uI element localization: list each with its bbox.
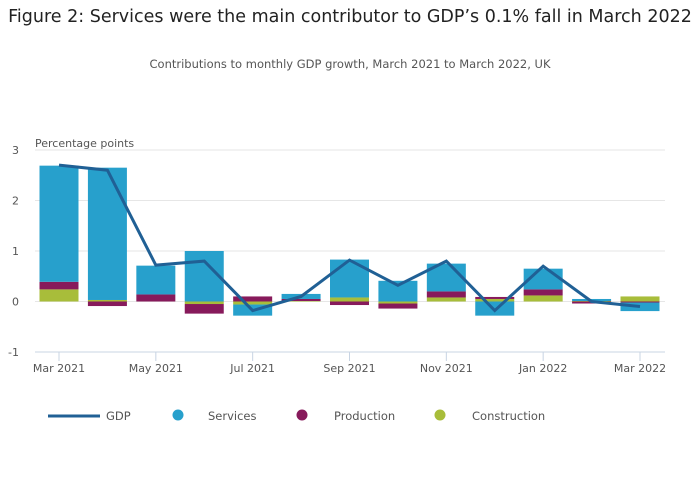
x-tick-label: Jul 2021 — [229, 362, 275, 375]
bar-construction — [39, 289, 79, 302]
legend-item-gdp: GDP — [48, 409, 131, 423]
y-axis-ticks: -1 0 1 2 3 — [8, 144, 19, 359]
bar-production — [233, 296, 273, 302]
bar-construction — [184, 301, 224, 305]
bar-services — [39, 165, 79, 282]
x-tick-label: Jan 2022 — [518, 362, 567, 375]
bar-construction — [281, 300, 321, 302]
bar-production — [87, 301, 127, 307]
x-tick-label: Sep 2021 — [323, 362, 375, 375]
legend-circle-icon — [172, 409, 184, 421]
chart-title: Figure 2: Services were the main contrib… — [8, 7, 692, 27]
bar-construction — [523, 295, 563, 302]
bar-services — [136, 265, 176, 295]
legend-label: GDP — [106, 409, 131, 423]
bar-production — [136, 294, 176, 302]
legend-item-services: Services — [172, 409, 257, 423]
legend-item-construction: Construction — [434, 409, 545, 423]
gdp-line-group — [58, 163, 641, 313]
x-axis: Mar 2021 May 2021 Jul 2021 Sep 2021 Nov 2021… — [33, 351, 666, 375]
bar-construction — [426, 297, 466, 302]
y-tick-label: 3 — [12, 144, 19, 157]
x-tick-label: May 2021 — [129, 362, 183, 375]
bar-services — [620, 302, 660, 312]
bar-production — [281, 298, 321, 301]
bar-production — [523, 289, 563, 296]
bar-construction — [330, 297, 369, 302]
y-tick-label: -1 — [8, 346, 19, 359]
bar-services — [330, 259, 369, 298]
bar-production — [330, 301, 369, 306]
bar-construction — [475, 298, 515, 302]
x-tick-label: Mar 2021 — [33, 362, 85, 375]
chart-subtitle: Contributions to monthly GDP growth, Mar… — [149, 57, 551, 71]
y-tick-label: 0 — [12, 296, 19, 309]
bar-production — [475, 296, 515, 299]
legend-circle-icon — [296, 409, 308, 421]
legend-item-production: Production — [296, 409, 395, 423]
legend-label: Services — [208, 409, 257, 423]
y-tick-label: 1 — [12, 245, 19, 258]
x-tick-label: Mar 2022 — [614, 362, 666, 375]
legend-label: Construction — [472, 409, 545, 423]
gdp-line — [58, 163, 641, 313]
bar-production — [378, 303, 418, 309]
bar-services — [378, 280, 418, 302]
bar-construction — [378, 301, 418, 304]
bar-construction — [233, 301, 273, 305]
legend-label: Production — [334, 409, 395, 423]
bar-construction — [87, 299, 127, 302]
bar-construction — [620, 296, 660, 302]
y-tick-label: 2 — [12, 195, 19, 208]
x-tick-label: Nov 2021 — [420, 362, 473, 375]
bar-production — [39, 281, 79, 290]
y-axis-title: Percentage points — [35, 137, 134, 150]
bars — [39, 165, 660, 316]
legend-circle-icon — [434, 409, 446, 421]
bar-production — [620, 301, 660, 303]
bar-production — [184, 304, 224, 314]
bar-services — [87, 167, 127, 300]
legend: GDP Services Production Construction — [48, 409, 545, 423]
bar-production — [426, 291, 466, 298]
